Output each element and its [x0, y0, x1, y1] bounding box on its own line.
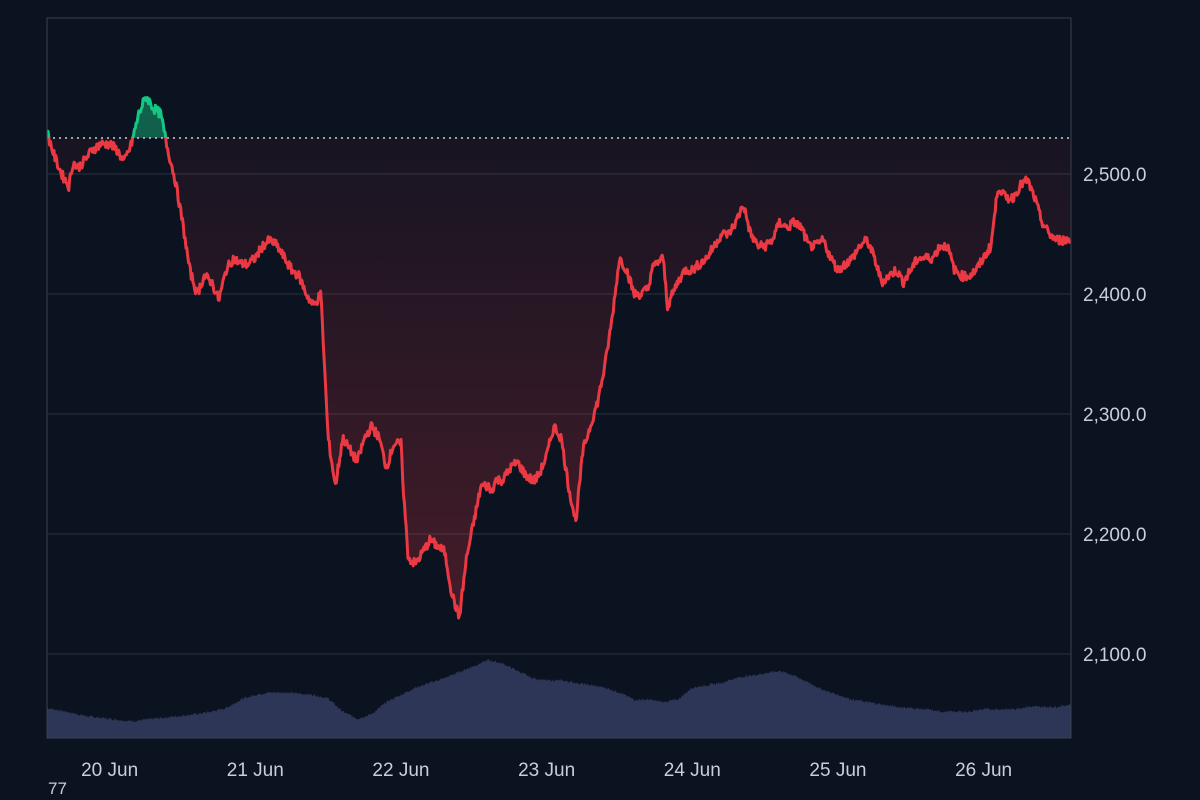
x-tick-label: 23 Jun: [518, 760, 575, 781]
below-baseline-fill: [47, 138, 1071, 618]
x-tick-label: 24 Jun: [664, 760, 721, 781]
y-tick-label: 2,400.0: [1083, 285, 1146, 306]
x-tick-label: 25 Jun: [809, 760, 866, 781]
volume-series: [47, 659, 1071, 738]
price-series[interactable]: [47, 96, 1071, 620]
price-line-below: [47, 138, 1071, 620]
y-tick-label: 2,500.0: [1083, 165, 1146, 186]
x-axis: 20 Jun 21 Jun 22 Jun 23 Jun 24 Jun 25 Jun 26 J…: [81, 760, 1012, 781]
x-tick-label: 20 Jun: [81, 760, 138, 781]
plot-frame: [46, 17, 1072, 739]
volume-area: [47, 659, 1071, 738]
y-tick-label: 2,300.0: [1083, 405, 1146, 426]
x-tick-label: 22 Jun: [372, 760, 429, 781]
y-tick-label: 2,100.0: [1083, 645, 1146, 666]
y-axis: 2,100.0 2,200.0 2,300.0 2,400.0 2,500.0: [1083, 165, 1146, 666]
y-tick-label: 2,200.0: [1083, 525, 1146, 546]
corner-label: 77: [48, 779, 67, 798]
x-tick-label: 21 Jun: [227, 760, 284, 781]
x-tick-label: 26 Jun: [955, 760, 1012, 781]
